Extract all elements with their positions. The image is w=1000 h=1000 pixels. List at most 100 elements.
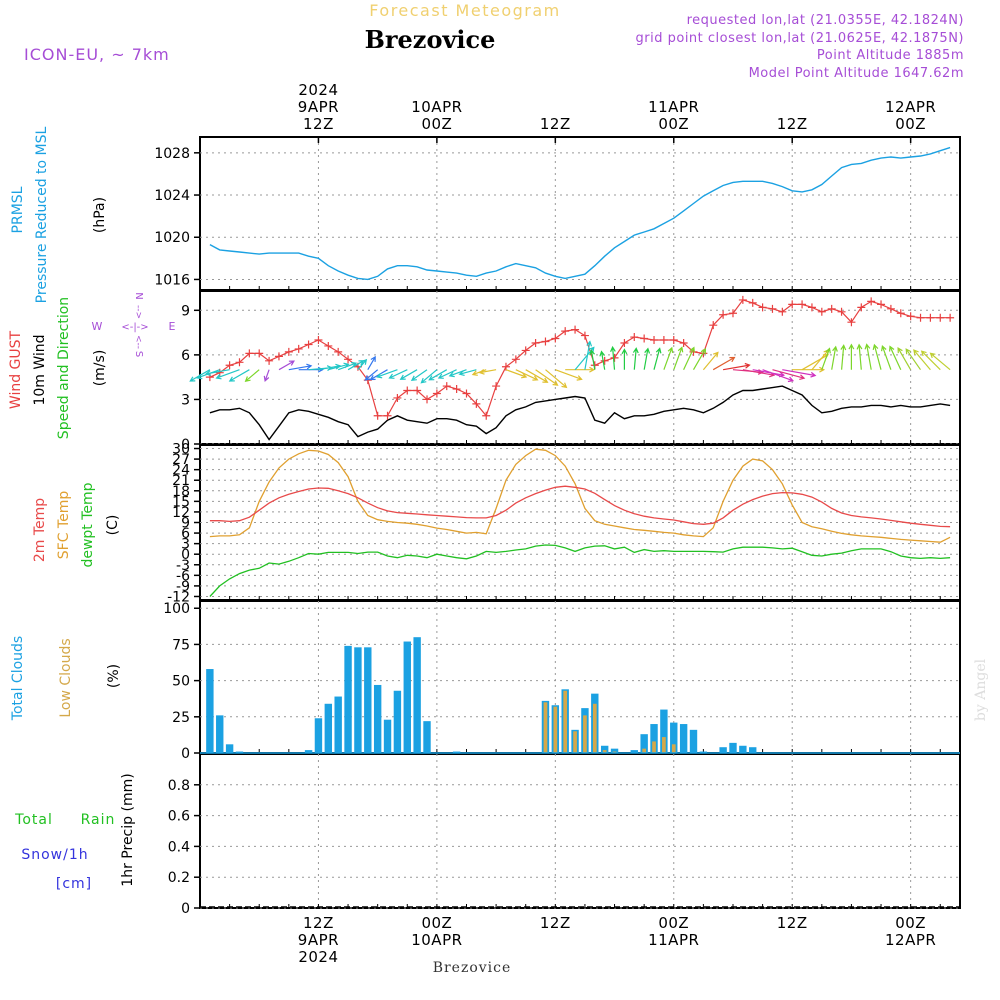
total-clouds-label: Total Clouds	[10, 636, 26, 721]
total-clouds-bar	[216, 715, 224, 753]
wind-direction-arrow	[702, 351, 719, 371]
wind-gust-marker	[719, 310, 728, 319]
low-clouds-bar	[652, 741, 656, 753]
wind-direction-arrow	[599, 350, 606, 370]
wind-gust-marker	[561, 327, 570, 336]
top-time-label: 9APR	[298, 98, 339, 116]
precip-total-label: Total	[14, 812, 53, 828]
wind-gust-marker	[926, 313, 935, 322]
wind-direction-arrow	[782, 369, 817, 378]
wind-gust-marker	[501, 362, 510, 371]
wind-direction-arrow	[920, 350, 941, 371]
panel-frame-prmsl	[199, 136, 961, 291]
wind-gust-marker	[807, 303, 816, 312]
wind-gust-marker	[946, 313, 955, 322]
total-clouds-bar	[225, 744, 234, 753]
bottom-time-label: 10APR	[411, 931, 462, 949]
y-tick-label: 6	[181, 526, 190, 542]
wind-direction-arrow	[357, 358, 368, 371]
wind-gust-marker	[403, 386, 412, 395]
wind-direction-arrow	[364, 369, 379, 381]
bottom-time-label: 2024	[298, 948, 338, 966]
bottom-time-label: 9APR	[298, 931, 339, 949]
y-tick-label: -3	[176, 558, 190, 574]
wind-gust-marker	[205, 373, 214, 382]
total-clouds-bar	[373, 684, 382, 753]
wind-gust-marker	[245, 349, 254, 358]
total-clouds-bar	[393, 690, 402, 753]
top-time-label: 10APR	[411, 98, 462, 116]
wind-direction-arrow	[848, 343, 855, 370]
wind-gust-marker	[432, 389, 441, 398]
bottom-time-label: 00Z	[895, 914, 926, 932]
wind-direction-arrow	[420, 369, 438, 384]
panel-frame-clouds	[199, 600, 961, 754]
precip-snow-label: Snow/1h	[21, 847, 88, 863]
y-tick-label: 6	[181, 348, 190, 364]
prmsl-label: PRMSL	[10, 186, 26, 233]
wind-direction-arrow	[278, 360, 295, 371]
wind-gust-marker	[610, 353, 619, 362]
wind-gust-marker	[541, 337, 550, 346]
wind-gust-marker	[886, 304, 895, 313]
wind-gust-marker	[511, 355, 520, 364]
wind-unit: (m/s)	[92, 350, 108, 387]
dewpt-temp-line	[209, 544, 951, 597]
precip-rain-label: Rain	[81, 812, 116, 828]
bottom-time-label: 12Z	[540, 914, 571, 932]
total-clouds-bar	[324, 703, 333, 753]
wind-speed-line	[209, 385, 951, 441]
station-title: Brezovice	[365, 25, 496, 54]
wind-direction-arrow	[683, 346, 695, 370]
wind-direction-arrow	[584, 340, 593, 370]
y-tick-label: 0.8	[168, 778, 190, 794]
wind-gust-marker	[521, 346, 530, 355]
bottom-time-label: 00Z	[658, 914, 689, 932]
precip-unit: 1hr Precip (mm)	[120, 773, 136, 886]
wind-gust-marker	[659, 336, 668, 345]
y-tick-label: 0.6	[168, 809, 190, 825]
wind-direction-arrow	[288, 363, 313, 371]
wind-direction-arrow	[244, 369, 260, 383]
total-clouds-bar	[719, 747, 727, 753]
wind-gust-marker	[571, 325, 580, 334]
wind-gust-marker	[334, 347, 343, 356]
wind-gust-marker	[679, 338, 688, 347]
wind-direction-arrow	[545, 369, 568, 389]
wind-direction-arrow	[856, 343, 863, 370]
panel-frame-precip	[199, 753, 961, 909]
wind-direction-arrow	[478, 369, 497, 375]
total-clouds-bar	[679, 724, 688, 753]
wind-direction-arrow	[589, 349, 596, 370]
top-time-label: 00Z	[658, 115, 689, 133]
total-clouds-bar	[630, 750, 638, 753]
wind-10m-label: 10m Wind	[32, 334, 48, 405]
wind-direction-arrow	[515, 369, 539, 381]
wind-direction-arrow	[535, 369, 559, 386]
plot-layer: 10161020102410280369-12-9-6-303691215182…	[154, 81, 961, 966]
wind-gust-marker	[847, 318, 856, 327]
wind-gust-marker	[600, 356, 609, 365]
wind-gust-marker	[314, 336, 323, 345]
wind-gust-marker	[906, 312, 915, 321]
model-label: ICON-EU, ~ 7km	[24, 45, 170, 64]
compass-varrow-bot: <--	[133, 335, 143, 349]
wind-gust-marker	[482, 411, 491, 420]
wind-gust-marker	[324, 341, 333, 350]
y-tick-label: 0	[181, 547, 190, 563]
wind-gust-marker	[393, 393, 402, 402]
wind-gust-marker	[936, 313, 945, 322]
wind-gust-marker	[373, 411, 382, 420]
low-clouds-bar	[671, 744, 676, 753]
wind-gust-marker	[383, 411, 392, 420]
temp-unit: (C)	[105, 515, 121, 536]
top-time-label: 11APR	[648, 98, 699, 116]
wind-gust-marker	[640, 334, 649, 343]
wind-direction-arrow	[792, 366, 826, 373]
wind-direction-arrow	[555, 369, 583, 381]
wind-gust-marker	[650, 336, 659, 345]
wind-gust-marker	[225, 361, 234, 370]
wind-direction-arrow	[367, 355, 376, 371]
y-tick-label: 0.2	[168, 870, 190, 886]
wind-gust-marker	[580, 331, 589, 340]
